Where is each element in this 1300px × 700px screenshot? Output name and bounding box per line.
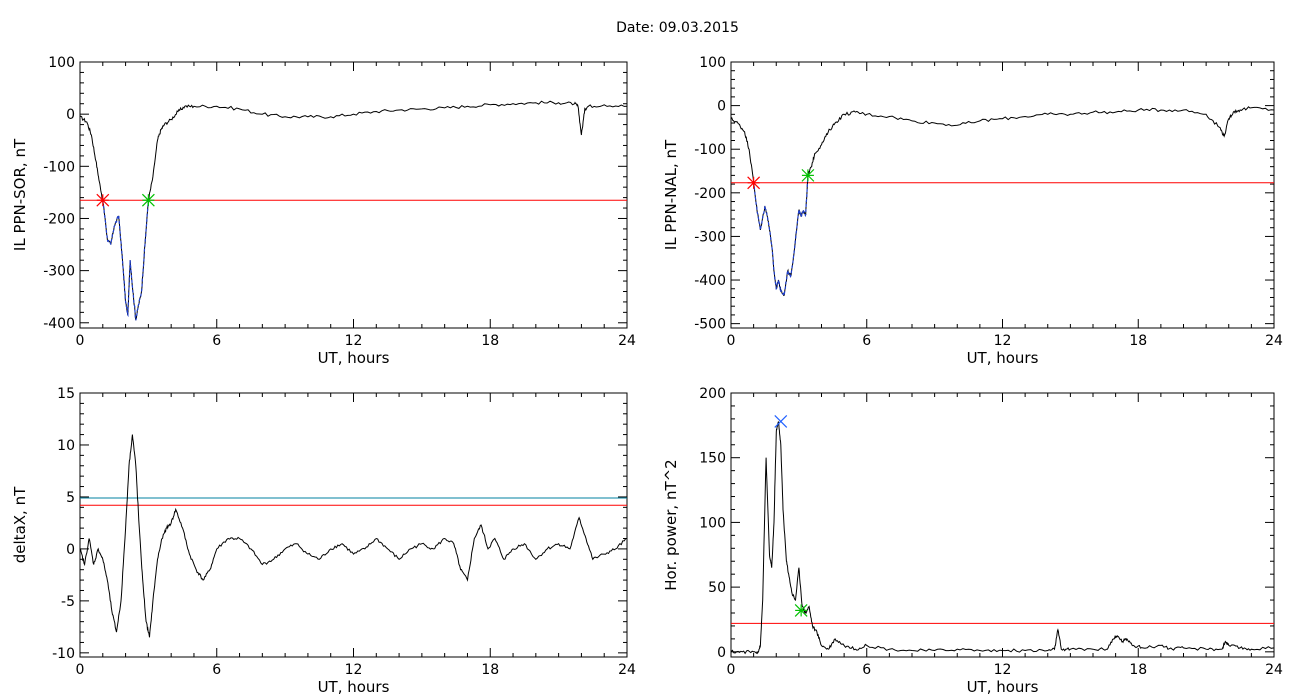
x-tick-label: 6 — [212, 662, 221, 678]
event-end-marker — [801, 168, 815, 182]
x-tick-label: 6 — [212, 333, 221, 349]
y-tick-label: 100 — [699, 55, 726, 71]
x-tick-label: 6 — [862, 662, 871, 678]
y-tick-label: 50 — [708, 580, 726, 596]
y-tick-label: -100 — [694, 142, 726, 158]
x-tick-label: 24 — [618, 662, 636, 678]
y-tick-label: -200 — [43, 211, 75, 227]
y-axis-label: Hor. power, nT^2 — [662, 459, 680, 590]
y-tick-label: 0 — [66, 107, 75, 123]
x-tick-label: 0 — [76, 333, 85, 349]
x-axis-label: UT, hours — [967, 349, 1039, 367]
x-tick-label: 18 — [481, 662, 499, 678]
y-tick-label: 200 — [699, 386, 726, 402]
chart-top-right: 0 6 12 18 24 -500 -400 -300 -200 -100 0 100 UT, hour… — [662, 55, 1283, 367]
event-segment — [753, 175, 809, 297]
y-tick-label: 5 — [66, 490, 75, 506]
x-tick-label: 12 — [994, 662, 1012, 678]
y-tick-label: -300 — [694, 229, 726, 245]
series-line — [731, 421, 1274, 655]
y-tick-label: -400 — [694, 273, 726, 289]
chart-bottom-right: 0 6 12 18 24 0 50 100 150 200 UT, hours Hor. power,… — [662, 386, 1283, 696]
x-tick-label: 12 — [345, 333, 363, 349]
x-axis-label: UT, hours — [967, 678, 1039, 696]
plot-area — [731, 421, 1274, 655]
peak-marker — [774, 415, 788, 428]
chart-bottom-left: 0 6 12 18 24 -10 -5 0 5 10 15 UT, hours deltaX, nT — [11, 386, 636, 696]
x-axis-label: UT, hours — [318, 349, 390, 367]
series-line — [80, 434, 627, 638]
x-tick-label: 0 — [76, 662, 85, 678]
event-start-marker — [96, 193, 110, 207]
x-tick-label: 24 — [1265, 333, 1283, 349]
y-tick-label: 0 — [717, 99, 726, 115]
event-end-marker — [141, 193, 155, 207]
y-tick-label: -300 — [43, 264, 75, 280]
plot-frame — [79, 61, 628, 329]
x-tick-label: 0 — [727, 662, 736, 678]
chart-top-left: 0 6 12 18 24 -400 -300 -200 -100 0 100 UT, hours IL … — [11, 55, 636, 367]
event-end-marker — [794, 603, 808, 617]
x-tick-label: 24 — [618, 333, 636, 349]
x-tick-label: 18 — [1129, 662, 1147, 678]
x-tick-label: 0 — [727, 333, 736, 349]
plot-area — [80, 100, 627, 321]
y-tick-label: -200 — [694, 186, 726, 202]
plot-area — [731, 106, 1274, 297]
figure-title: Date: 09.03.2015 — [616, 20, 739, 36]
y-tick-label: -400 — [43, 316, 75, 332]
y-tick-label: 10 — [57, 438, 75, 454]
x-tick-label: 24 — [1265, 662, 1283, 678]
plot-frame — [79, 392, 628, 658]
y-tick-label: -5 — [61, 594, 75, 610]
y-tick-label: 150 — [699, 451, 726, 467]
y-tick-label: -500 — [694, 317, 726, 333]
event-start-marker — [747, 176, 761, 190]
y-tick-label: 15 — [57, 386, 75, 402]
y-axis-label: IL PPN-NAL, nT — [662, 139, 680, 250]
x-tick-label: 12 — [994, 333, 1012, 349]
plot-frame — [730, 61, 1275, 329]
y-tick-label: 100 — [699, 515, 726, 531]
x-axis-label: UT, hours — [318, 678, 390, 696]
x-tick-label: 18 — [1129, 333, 1147, 349]
series-line — [80, 100, 627, 321]
plot-area — [80, 434, 627, 638]
y-tick-label: 0 — [66, 542, 75, 558]
plot-frame — [730, 392, 1275, 658]
y-tick-label: 0 — [717, 645, 726, 661]
event-segment — [102, 200, 149, 321]
y-tick-label: 100 — [48, 55, 75, 71]
x-tick-label: 6 — [862, 333, 871, 349]
y-axis-label: IL PPN-SOR, nT — [11, 138, 29, 251]
x-tick-label: 18 — [481, 333, 499, 349]
series-line — [731, 106, 1274, 297]
y-tick-label: -10 — [52, 646, 75, 662]
y-tick-label: -100 — [43, 159, 75, 175]
x-tick-label: 12 — [345, 662, 363, 678]
y-axis-label: deltaX, nT — [11, 486, 29, 563]
